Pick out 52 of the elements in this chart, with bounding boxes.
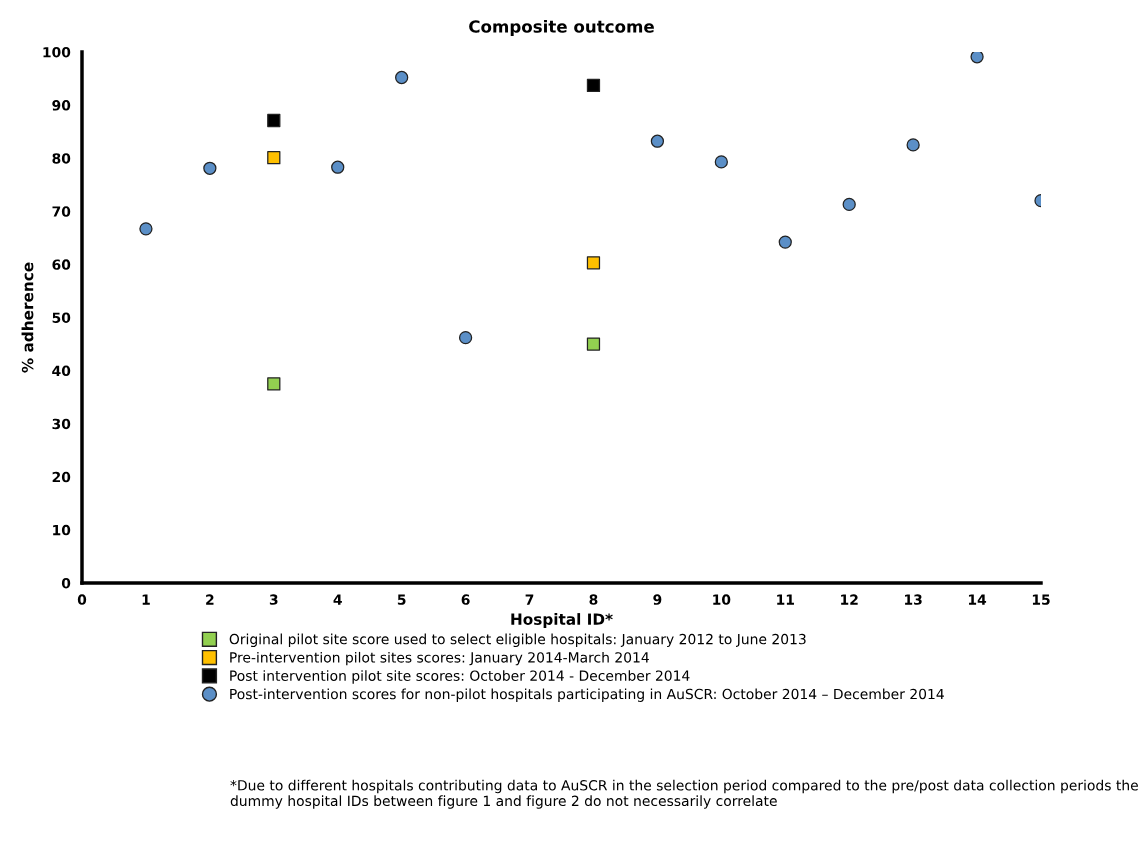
y-tick-label: 50 [52,312,71,323]
x-tick-label: 9 [653,594,662,605]
point [906,138,920,152]
point [331,160,345,174]
x-tick-label: 6 [461,594,470,605]
y-tick-label: 30 [52,418,71,430]
point [778,235,792,249]
y-tick-label: 90 [52,100,71,111]
legend-label: Original pilot site score used to select eligible hospitals: January 2012 to June 2013 [229,633,806,648]
point [586,78,601,93]
x-tick-label: 10 [713,594,731,605]
x-tick-label: 14 [968,594,987,605]
point [267,113,281,128]
y-tick-label: 80 [52,153,71,164]
y-tick-label: 0 [61,577,71,589]
y-tick-label: 10 [53,524,71,536]
point [842,197,856,212]
legend-label: Post-intervention scores for non-pilot hospitals participating in AuSCR: October 2014 – December 2014 [230,688,944,702]
text: *Due to different hospitals contributing data to AuSCR in the selection period compared to the pre/post data collection periods the dummy hospital IDs between figure 1 and figure 2 do not necessarily correlate [230,779,1138,809]
x-axis-title: Hospital ID* [511,613,613,628]
y-tick-label: 20 [52,471,71,483]
x-tick-label: 13 [905,594,922,605]
point [586,337,601,351]
point [970,52,984,64]
point [395,70,409,85]
x-tick-label: 2 [206,594,214,605]
x-tick-label: 12 [841,594,858,605]
point [203,161,217,175]
x-tick-label: 8 [589,594,598,605]
x-tick-label: 5 [397,594,406,605]
y-axis-title: % adherence [21,262,34,373]
point [458,331,473,345]
x-tick-label: 3 [269,594,278,605]
point [267,151,281,165]
point [714,155,728,169]
y-tick-label: 70 [52,206,71,217]
x-tick-label: 11 [777,594,794,605]
y-tick-label: 40 [52,365,71,377]
point [586,256,601,270]
point [139,222,153,236]
x-tick-label: 7 [525,594,534,605]
x-tick-label: 15 [1032,594,1050,605]
point [267,377,281,391]
x-tick-label: 4 [333,594,342,605]
point [650,134,665,148]
x-tick-label: 0 [77,594,87,605]
chart-title: Composite outcome [469,19,654,37]
x-tick-label: 1 [142,594,150,605]
legend-label: Post intervention pilot site scores: October 2014 - December 2014 [230,670,690,684]
y-tick-label: 60 [52,259,71,270]
y-tick-label: 100 [43,46,71,58]
legend-label: Pre-intervention pilot sites scores: January 2014-March 2014 [230,651,649,666]
